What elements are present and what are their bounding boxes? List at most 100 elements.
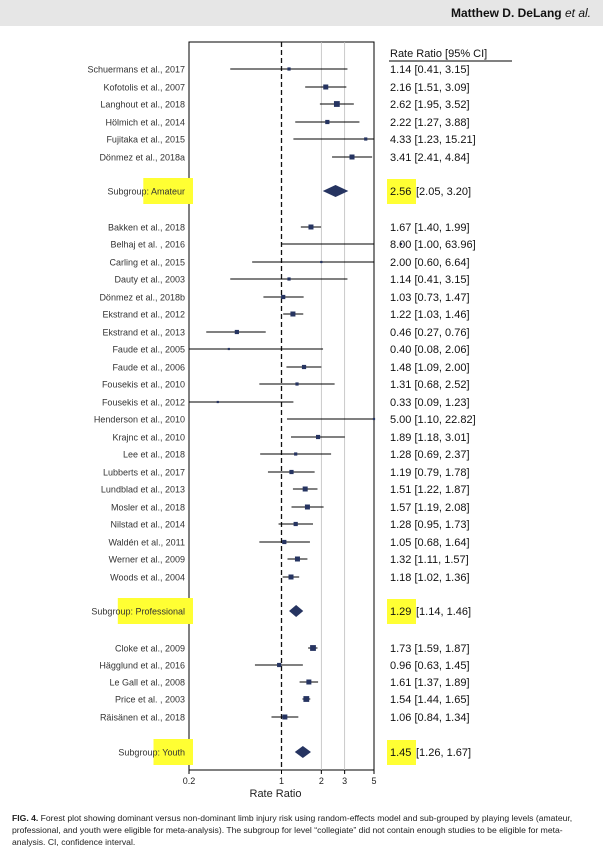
rate-ratio-value: 4.33 [1.23, 15.21] xyxy=(390,134,476,146)
rate-ratio-value: 2.62 [1.95, 3.52] xyxy=(390,99,470,111)
x-tick-label: 1 xyxy=(279,776,284,786)
subgroup-prefix: Subgroup: xyxy=(118,748,162,758)
effect-marker xyxy=(325,119,330,125)
rate-ratio-value: 1.28 [0.69, 2.37] xyxy=(390,449,470,461)
effect-marker xyxy=(301,364,307,370)
study-label: Bakken et al., 2018 xyxy=(108,223,185,233)
running-header: Matthew D. DeLang et al. xyxy=(451,6,591,20)
rate-ratio-value: 0.40 [0.08, 2.06] xyxy=(390,344,470,356)
effect-marker xyxy=(281,294,286,300)
rate-ratio-value: 1.18 [1.02, 1.36] xyxy=(390,572,470,584)
x-tick-label: 5 xyxy=(371,776,376,786)
rate-ratio-value: 1.54 [1.44, 1.65] xyxy=(390,694,470,706)
subgroup-value-highlight xyxy=(387,740,416,765)
study-label: Cloke et al., 2009 xyxy=(115,644,185,654)
effect-marker xyxy=(294,556,300,562)
effect-marker xyxy=(293,521,298,527)
study-label: Faude et al., 2005 xyxy=(112,345,185,355)
subgroup-ci: [1.26, 1.67] xyxy=(416,747,471,759)
study-label: Lundblad et al., 2013 xyxy=(101,485,185,495)
effect-marker xyxy=(290,311,296,317)
study-label: Fousekis et al., 2010 xyxy=(102,380,185,390)
rate-ratio-value: 8.00 [1.00, 63.96] xyxy=(390,239,476,251)
subgroup-label: Subgroup: Professional xyxy=(91,607,185,617)
rate-ratio-value: 1.67 [1.40, 1.99] xyxy=(390,222,470,234)
rate-ratio-value: 1.32 [1.11, 1.57] xyxy=(390,554,469,566)
subgroup-highlight xyxy=(117,598,193,624)
effect-marker xyxy=(308,224,314,230)
effect-marker xyxy=(372,417,376,421)
subgroup-ci: [2.05, 3.20] xyxy=(416,186,471,198)
study-label: Woods et al., 2004 xyxy=(110,573,185,583)
figure-caption: FIG. 4. Forest plot showing dominant ver… xyxy=(12,812,592,848)
rate-ratio-value: 1.89 [1.18, 3.01] xyxy=(390,432,470,444)
rate-ratio-value: 1.06 [0.84, 1.34] xyxy=(390,712,470,724)
effect-marker xyxy=(282,714,288,720)
effect-marker xyxy=(295,382,299,386)
study-label: Dönmez et al., 2018a xyxy=(99,153,185,163)
effect-marker xyxy=(294,452,298,456)
study-label: Waldén et al., 2011 xyxy=(108,538,185,548)
effect-marker xyxy=(320,260,323,264)
header-bar: Matthew D. DeLang et al. xyxy=(0,0,603,26)
effect-marker xyxy=(399,242,403,246)
effect-marker xyxy=(310,645,316,651)
header-etal: et al. xyxy=(564,6,591,20)
subgroup-rate-ratio: 2.56 xyxy=(390,186,411,198)
rate-ratio-value: 1.28 [0.95, 1.73] xyxy=(390,519,470,531)
study-label: Hölmich et al., 2014 xyxy=(105,118,185,128)
effect-marker xyxy=(315,434,321,440)
study-label: Carling et al., 2015 xyxy=(109,258,185,268)
subgroup-diamond xyxy=(294,746,311,758)
header-author: Matthew D. DeLang xyxy=(450,6,562,20)
study-label: Schuermans et al., 2017 xyxy=(87,65,185,75)
caption-label: FIG. 4. xyxy=(12,813,39,823)
x-tick-label: 0.2 xyxy=(183,776,196,786)
study-label: Werner et al., 2009 xyxy=(109,555,185,565)
study-label: Dauty et al., 2003 xyxy=(114,275,185,285)
rate-ratio-value: 0.96 [0.63, 1.45] xyxy=(390,660,470,672)
study-label: Krajnc et al., 2010 xyxy=(112,433,185,443)
rate-ratio-value: 1.03 [0.73, 1.47] xyxy=(390,292,470,304)
study-label: Price et al. , 2003 xyxy=(115,695,185,705)
subgroup-diamond xyxy=(289,605,304,617)
subgroup-label: Subgroup: Youth xyxy=(118,748,185,758)
caption-text: Forest plot showing dominant versus non-… xyxy=(12,813,573,847)
subgroup-highlight xyxy=(143,178,193,204)
effect-marker xyxy=(303,696,310,702)
subgroup-highlight xyxy=(153,739,193,765)
rate-ratio-value: 1.57 [1.19, 2.08] xyxy=(390,502,470,514)
rate-ratio-value: 2.22 [1.27, 3.88] xyxy=(390,117,470,129)
effect-marker xyxy=(288,574,294,580)
subgroup-name: Youth xyxy=(162,748,185,758)
effect-marker xyxy=(282,539,287,545)
x-axis-label: Rate Ratio xyxy=(250,788,302,800)
effect-marker xyxy=(227,347,230,351)
study-label: Le Gall et al., 2008 xyxy=(109,678,185,688)
effect-marker xyxy=(302,486,308,492)
study-label: Faude et al., 2006 xyxy=(112,363,185,373)
study-label: Lee et al., 2018 xyxy=(123,450,185,460)
rate-ratio-value: 1.51 [1.22, 1.87] xyxy=(390,484,470,496)
subgroup-name: Professional xyxy=(135,607,185,617)
effect-marker xyxy=(306,679,312,685)
subgroup-rate-ratio: 1.45 xyxy=(390,747,411,759)
study-label: Ekstrand et al., 2013 xyxy=(102,328,185,338)
rate-ratio-value: 2.16 [1.51, 3.09] xyxy=(390,82,470,94)
rate-ratio-value: 3.41 [2.41, 4.84] xyxy=(390,152,470,164)
subgroup-diamond xyxy=(322,185,349,197)
effect-marker xyxy=(277,662,282,668)
subgroup-ci: [1.14, 1.46] xyxy=(416,606,471,618)
study-label: Hägglund et al., 2016 xyxy=(99,661,185,671)
x-tick-label: 2 xyxy=(319,776,324,786)
effect-marker xyxy=(364,137,368,141)
study-label: Langhout et al., 2018 xyxy=(100,100,185,110)
effect-marker xyxy=(216,400,219,404)
column-header: Rate Ratio [95% CI] xyxy=(390,48,487,60)
rate-ratio-value: 5.00 [1.10, 22.82] xyxy=(390,414,476,426)
subgroup-rate-ratio: 1.29 xyxy=(390,606,411,618)
effect-marker xyxy=(304,504,310,510)
study-label: Fousekis et al., 2012 xyxy=(102,398,185,408)
study-label: Kofotolis et al., 2007 xyxy=(103,83,185,93)
rate-ratio-value: 1.05 [0.68, 1.64] xyxy=(390,537,470,549)
